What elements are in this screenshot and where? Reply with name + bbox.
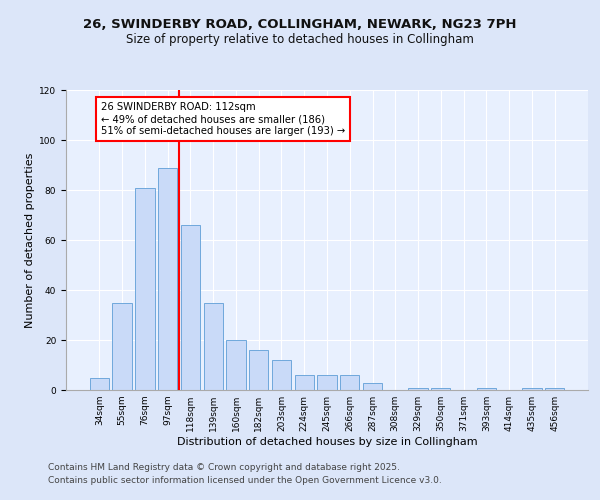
Bar (158, 168, 178, 390)
X-axis label: Distribution of detached houses by size in Collingham: Distribution of detached houses by size … (176, 437, 478, 447)
Text: 26, SWINDERBY ROAD, COLLINGHAM, NEWARK, NG23 7PH: 26, SWINDERBY ROAD, COLLINGHAM, NEWARK, … (83, 18, 517, 30)
Text: Contains public sector information licensed under the Open Government Licence v3: Contains public sector information licen… (48, 476, 442, 485)
Y-axis label: Number of detached properties: Number of detached properties (25, 152, 35, 328)
Bar (545, 388, 564, 390)
Bar (363, 382, 382, 390)
Bar (431, 388, 451, 390)
Text: 26 SWINDERBY ROAD: 112sqm
← 49% of detached houses are smaller (186)
51% of semi: 26 SWINDERBY ROAD: 112sqm ← 49% of detac… (101, 102, 345, 136)
Bar (317, 375, 337, 390)
Text: Size of property relative to detached houses in Collingham: Size of property relative to detached ho… (126, 32, 474, 46)
Bar (249, 350, 268, 390)
Bar (181, 225, 200, 390)
Bar (272, 360, 291, 390)
Text: Contains HM Land Registry data © Crown copyright and database right 2025.: Contains HM Land Registry data © Crown c… (48, 464, 400, 472)
Bar (522, 388, 542, 390)
Bar (203, 302, 223, 390)
Bar (409, 388, 428, 390)
Bar (340, 375, 359, 390)
Bar (90, 378, 109, 390)
Bar (135, 188, 155, 390)
Bar (226, 340, 245, 390)
Bar (476, 388, 496, 390)
Bar (112, 302, 132, 390)
Bar (295, 375, 314, 390)
